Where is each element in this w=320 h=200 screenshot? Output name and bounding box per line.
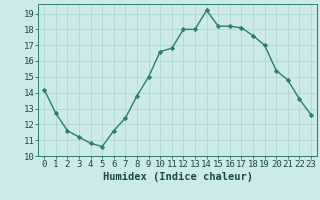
X-axis label: Humidex (Indice chaleur): Humidex (Indice chaleur) (103, 172, 252, 182)
